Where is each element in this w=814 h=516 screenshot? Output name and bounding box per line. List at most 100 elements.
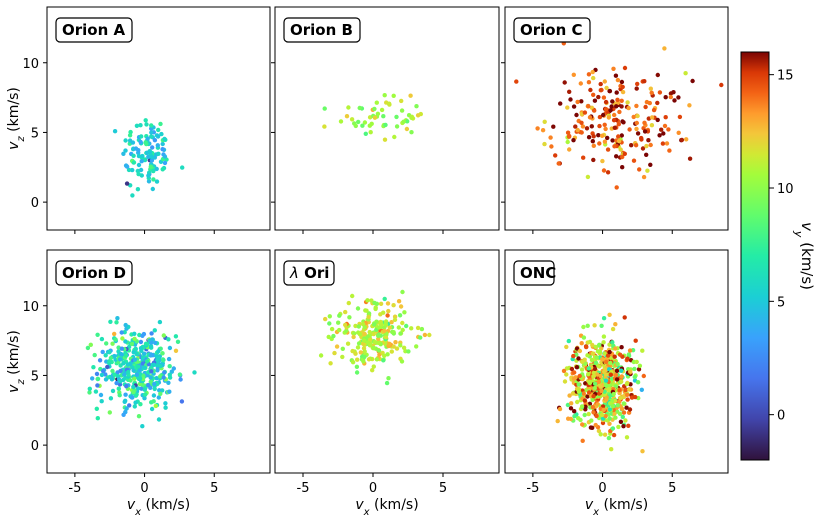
scatter-point [151, 393, 157, 398]
scatter-point [623, 418, 628, 423]
scatter-point [666, 127, 671, 132]
scatter-point [152, 328, 157, 333]
scatter-point [382, 328, 387, 334]
scatter-point [95, 383, 100, 388]
scatter-point [603, 126, 608, 132]
scatter-point [625, 392, 630, 397]
scatter-point [620, 119, 625, 124]
scatter-point [349, 117, 355, 122]
scatter-point [355, 345, 361, 350]
scatter-point [613, 415, 618, 420]
scatter-point [138, 346, 144, 351]
scatter-point [657, 90, 663, 95]
scatter-point [94, 371, 100, 377]
panel-title: λ Ori [289, 264, 329, 282]
scatter-point [350, 360, 356, 365]
scatter-point [620, 154, 625, 160]
scatter-point [565, 402, 571, 408]
scatter-point [391, 93, 396, 99]
scatter-point [624, 405, 629, 410]
panel-5: -5 0 5 λ Ori vx (km/s) [271, 249, 500, 516]
x-tick-label: 0 [598, 481, 606, 496]
scatter-point [646, 138, 651, 143]
scatter-point [581, 391, 586, 396]
scatter-point [589, 124, 594, 129]
scatter-point [153, 340, 158, 345]
panel-1: 0 5 10 Orion A vz (km/s) [6, 6, 271, 234]
scatter-point [597, 114, 603, 120]
scatter-point [643, 104, 648, 110]
scatter-point [365, 298, 370, 303]
scatter-point [613, 73, 619, 78]
scatter-point [192, 370, 197, 375]
scatter-point [564, 344, 569, 350]
scatter-point [600, 357, 605, 362]
panel-title-badge: Orion B [283, 17, 361, 43]
scatter-point [607, 407, 613, 412]
scatter-point [371, 345, 376, 350]
scatter-point [579, 367, 585, 372]
panel-3: Orion C [501, 6, 729, 234]
scatter-point [156, 349, 161, 354]
scatter-point [633, 338, 638, 343]
scatter-point [156, 395, 161, 400]
scatter-point [136, 162, 142, 168]
scatter-point [95, 376, 100, 382]
panel-title-badge: Orion D [55, 260, 133, 286]
scatter-point [611, 391, 616, 397]
scatter-point [379, 322, 384, 327]
scatter-point [659, 127, 664, 132]
scatter-point [151, 399, 156, 404]
scatter-point [596, 428, 602, 434]
scatter-point [627, 387, 632, 392]
scatter-point [605, 147, 611, 152]
scatter-point [362, 354, 367, 360]
scatter-point [328, 361, 333, 366]
scatter-point [576, 356, 581, 361]
scatter-point [354, 370, 360, 375]
scatter-point [644, 143, 649, 149]
scatter-point [648, 86, 653, 91]
scatter-point [376, 333, 381, 338]
scatter-point [577, 373, 582, 379]
scatter-point [179, 399, 185, 404]
scatter-point [617, 411, 623, 416]
scatter-point [372, 322, 377, 327]
scatter-point [419, 326, 425, 332]
scatter-point [322, 124, 327, 129]
scatter-point [676, 130, 681, 135]
scatter-point [613, 372, 619, 378]
scatter-point [142, 365, 147, 370]
scatter-point [684, 137, 689, 142]
scatter-point [131, 153, 136, 158]
scatter-point [619, 104, 624, 109]
scatter-point [611, 432, 617, 438]
scatter-point [112, 353, 117, 359]
scatter-point [128, 361, 133, 366]
scatter-point [340, 354, 345, 360]
x-axis-label: vx (km/s) [127, 497, 190, 516]
panel-4: -5 0 5 0 5 10 Orion D vx (km/s) vz (km/s) [6, 249, 271, 516]
scatter-point [595, 402, 600, 407]
scatter-point [590, 342, 595, 348]
scatter-point [619, 133, 624, 138]
scatter-point [581, 335, 587, 340]
scatter-point [392, 317, 398, 322]
scatter-point [582, 110, 588, 115]
scatter-point [148, 344, 154, 349]
scatter-point [571, 138, 576, 143]
scatter-point [622, 65, 628, 71]
scatter-point [603, 99, 609, 105]
scatter-point [602, 79, 607, 84]
scatter-point [647, 100, 652, 106]
scatter-point [608, 108, 613, 113]
scatter-point [138, 123, 143, 128]
scatter-point [605, 135, 610, 141]
scatter-point [415, 325, 421, 331]
scatter-point [85, 345, 91, 351]
scatter-point [114, 380, 119, 386]
scatter-point [382, 137, 388, 142]
scatter-point [150, 145, 155, 150]
scatter-point [596, 379, 602, 384]
scatter-point [668, 94, 673, 100]
